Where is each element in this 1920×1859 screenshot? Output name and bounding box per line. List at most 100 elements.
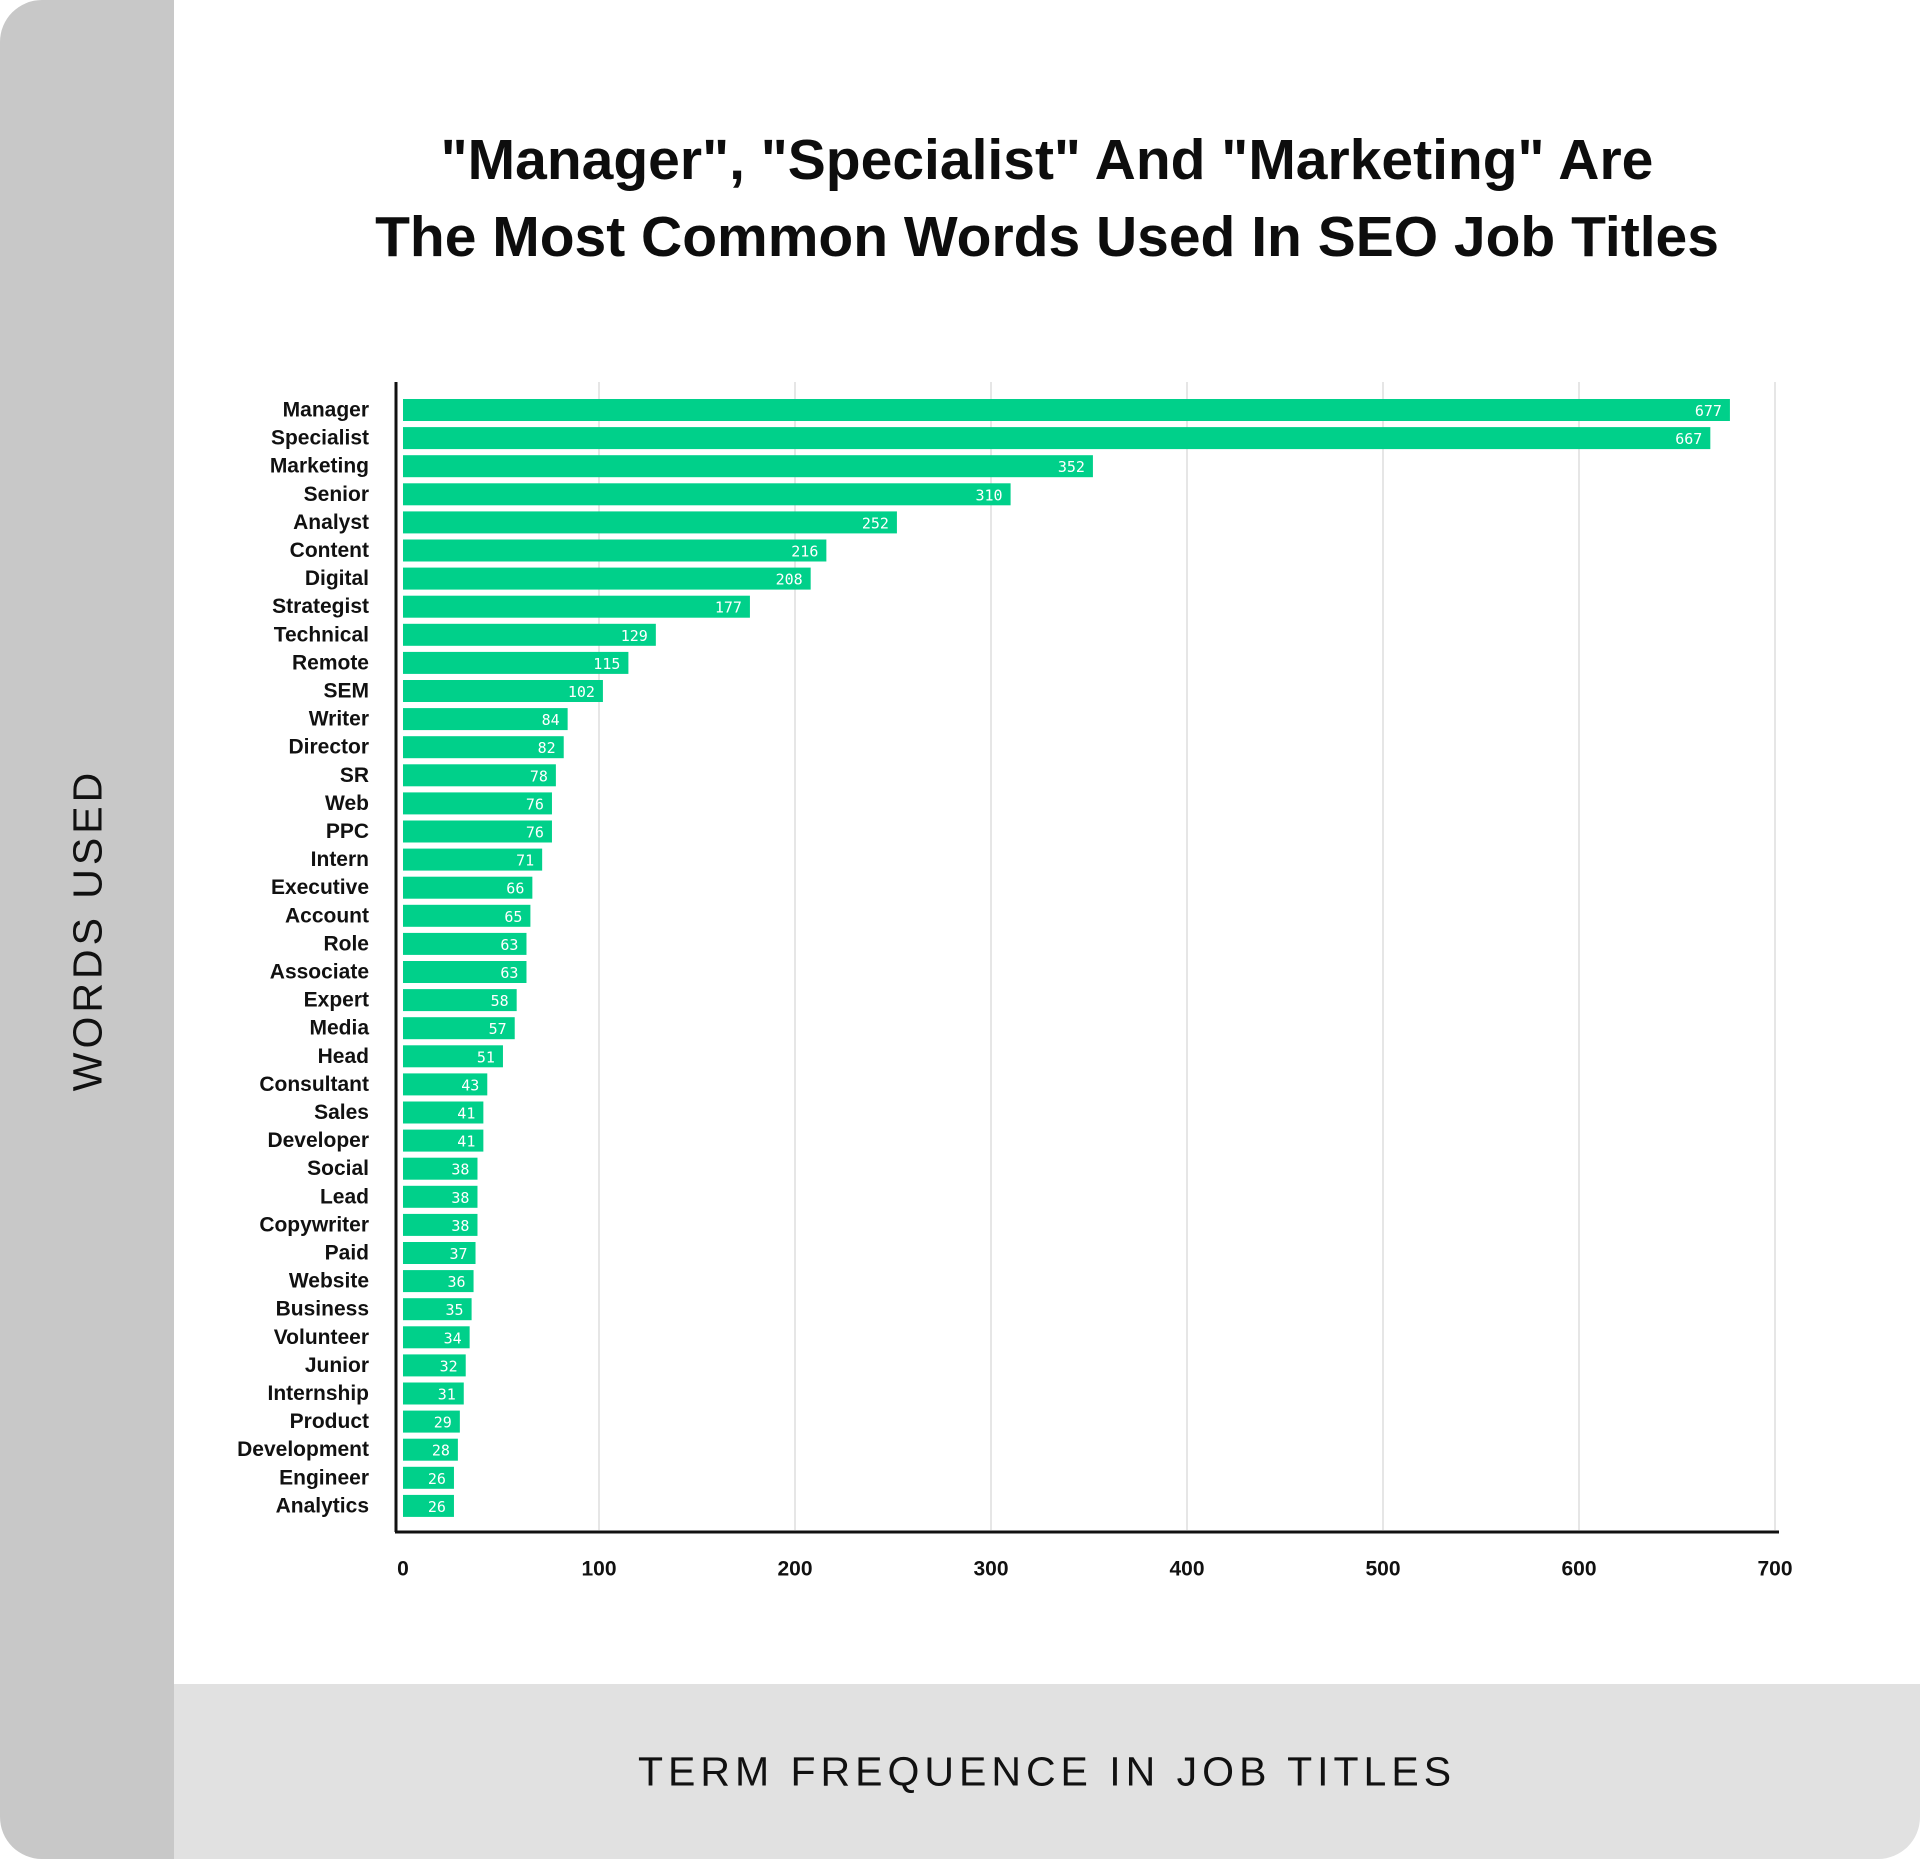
bar — [403, 595, 750, 618]
value-label: 26 — [428, 1470, 446, 1488]
bar — [403, 736, 564, 759]
x-axis-label: TERM FREQUENCE IN JOB TITLES — [637, 1748, 1457, 1795]
category-label: Sales — [314, 1101, 369, 1124]
category-label: Copywriter — [259, 1213, 369, 1236]
category-label: Senior — [304, 483, 369, 506]
value-label: 26 — [428, 1498, 446, 1516]
value-label: 41 — [457, 1133, 475, 1151]
chart-title-line-2: The Most Common Words Used In SEO Job Ti… — [375, 205, 1719, 269]
chart-title-line-1: "Manager", "Specialist" And "Marketing" … — [440, 128, 1654, 192]
bar — [403, 567, 811, 590]
category-label: Consultant — [259, 1073, 369, 1096]
category-label: SEM — [323, 680, 369, 703]
bar — [403, 876, 533, 899]
value-label: 36 — [447, 1273, 465, 1291]
category-label: Technical — [274, 623, 369, 646]
bar — [403, 989, 517, 1012]
bar — [403, 1298, 472, 1321]
value-label: 63 — [500, 964, 518, 982]
bar — [403, 483, 1011, 506]
category-label: Digital — [305, 567, 369, 590]
value-label: 82 — [538, 739, 556, 757]
value-label: 66 — [506, 880, 524, 898]
category-label: Head — [318, 1045, 369, 1068]
value-label: 57 — [489, 1020, 507, 1038]
bar — [403, 1185, 478, 1208]
value-label: 38 — [451, 1189, 469, 1207]
category-label: Website — [289, 1270, 369, 1293]
value-label: 51 — [477, 1048, 495, 1066]
category-label: PPC — [326, 820, 369, 843]
value-label: 216 — [791, 543, 818, 561]
value-label: 177 — [715, 599, 742, 617]
value-label: 43 — [461, 1076, 479, 1094]
bar — [403, 961, 527, 983]
bar — [403, 1073, 488, 1096]
value-label: 310 — [976, 486, 1003, 504]
value-label: 41 — [457, 1105, 475, 1123]
bar — [403, 1326, 470, 1349]
bar — [403, 1438, 458, 1461]
category-label: Business — [276, 1298, 369, 1321]
category-label: Content — [290, 539, 369, 562]
bar — [403, 1129, 484, 1152]
bar — [403, 399, 1730, 421]
value-label: 31 — [438, 1386, 456, 1404]
bar — [403, 1242, 476, 1264]
bar — [403, 1382, 464, 1405]
category-label: Remote — [292, 651, 369, 674]
category-label: Lead — [320, 1185, 369, 1208]
value-label: 84 — [542, 711, 560, 729]
category-label: Junior — [305, 1354, 369, 1377]
category-label: Paid — [325, 1242, 369, 1265]
category-label: Analytics — [276, 1494, 369, 1517]
x-tick-label: 200 — [777, 1558, 812, 1581]
value-label: 76 — [526, 795, 544, 813]
category-label: Analyst — [293, 511, 369, 534]
category-label: Media — [309, 1017, 369, 1040]
x-tick-label: 0 — [397, 1558, 409, 1581]
bar — [403, 623, 656, 646]
category-label: Executive — [271, 876, 369, 899]
category-label: Engineer — [279, 1466, 369, 1489]
bar — [403, 1494, 454, 1517]
bar — [403, 1410, 460, 1433]
value-label: 65 — [504, 908, 522, 926]
category-label: Associate — [270, 961, 369, 984]
value-label: 35 — [446, 1301, 464, 1319]
x-tick-label: 300 — [973, 1558, 1008, 1581]
category-label: Internship — [267, 1382, 369, 1405]
x-tick-label: 700 — [1757, 1558, 1792, 1581]
bar — [403, 1101, 484, 1124]
bar — [403, 455, 1093, 478]
bar — [403, 1466, 454, 1489]
x-tick-label: 600 — [1561, 1558, 1596, 1581]
bar — [403, 651, 629, 674]
category-label: Volunteer — [274, 1326, 369, 1349]
value-label: 38 — [451, 1217, 469, 1235]
bar — [403, 1017, 515, 1040]
value-label: 38 — [451, 1161, 469, 1179]
bar — [403, 427, 1711, 450]
bar — [403, 1157, 478, 1180]
value-label: 129 — [621, 627, 648, 645]
value-label: 352 — [1058, 458, 1085, 476]
value-label: 32 — [440, 1357, 458, 1375]
category-label: Social — [307, 1157, 369, 1180]
value-label: 252 — [862, 514, 889, 532]
value-label: 115 — [593, 655, 620, 673]
bar — [403, 1045, 503, 1068]
category-label: Intern — [311, 848, 369, 871]
bar — [403, 1354, 466, 1377]
bar — [403, 792, 552, 815]
value-label: 58 — [491, 992, 509, 1010]
bar — [403, 932, 527, 955]
category-label: Writer — [309, 708, 369, 731]
category-label: Strategist — [272, 595, 369, 618]
bar — [403, 1213, 478, 1236]
value-label: 28 — [432, 1442, 450, 1460]
value-label: 102 — [568, 683, 595, 701]
bar — [403, 708, 568, 731]
